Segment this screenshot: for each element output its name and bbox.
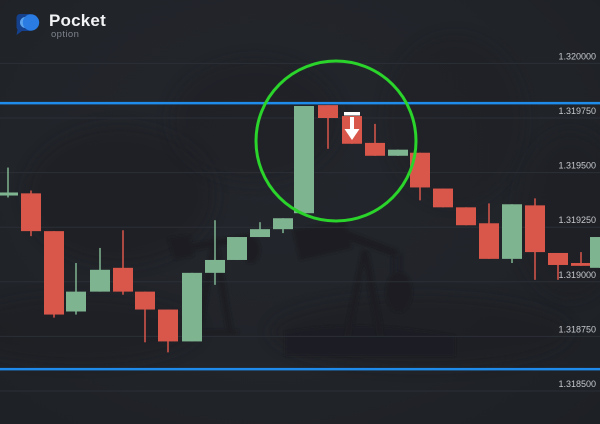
candle-body bbox=[113, 267, 133, 292]
candle-up bbox=[388, 149, 408, 156]
candle-wick bbox=[144, 291, 146, 343]
candle-down bbox=[318, 105, 338, 149]
candle-down bbox=[548, 252, 568, 280]
y-axis-labels: 1.320000 1.319750 1.319500 1.319250 1.319000… bbox=[558, 51, 596, 389]
candle-body bbox=[0, 192, 18, 196]
candle-body bbox=[182, 272, 202, 342]
candle-up bbox=[273, 218, 293, 234]
candle-body bbox=[227, 237, 247, 260]
candle-body bbox=[571, 263, 591, 266]
candle-body bbox=[21, 193, 41, 232]
candle-body bbox=[273, 218, 293, 230]
candle-wick bbox=[557, 252, 559, 280]
candle-body bbox=[525, 205, 545, 253]
candle-wick bbox=[327, 105, 329, 149]
candle-body bbox=[548, 252, 568, 265]
candle-body bbox=[135, 291, 155, 310]
candle-body bbox=[479, 223, 499, 259]
candle-down bbox=[479, 203, 499, 259]
candle-down bbox=[410, 152, 430, 201]
y-axis-label: 1.319000 bbox=[558, 270, 596, 280]
level-lines-layer bbox=[0, 101, 600, 371]
candle-body bbox=[502, 204, 522, 259]
candle-body bbox=[456, 207, 476, 226]
candle-down bbox=[113, 230, 133, 295]
candle-down bbox=[158, 309, 178, 353]
y-axis-label: 1.318500 bbox=[558, 379, 596, 389]
brand-name: Pocket bbox=[49, 11, 106, 30]
candle-up bbox=[0, 167, 18, 198]
y-axis-label: 1.319500 bbox=[558, 161, 596, 171]
candle-wick bbox=[122, 230, 124, 295]
candle-wick bbox=[580, 252, 582, 266]
candle-body bbox=[90, 269, 110, 292]
candle-body bbox=[433, 188, 453, 208]
candle-down bbox=[44, 231, 64, 318]
pocket-option-logo: Pocket option bbox=[15, 12, 106, 40]
y-axis-label: 1.318750 bbox=[558, 324, 596, 334]
candle-up bbox=[250, 222, 270, 238]
candle-down bbox=[135, 291, 155, 343]
pocket-option-logo-icon bbox=[16, 14, 40, 35]
y-axis-label: 1.320000 bbox=[558, 51, 596, 61]
candle-down bbox=[456, 207, 476, 226]
highlight-circle bbox=[254, 59, 418, 223]
candle-body bbox=[66, 291, 86, 312]
candle-body bbox=[44, 231, 64, 315]
candle-wick bbox=[214, 220, 216, 285]
candle-up bbox=[205, 220, 225, 285]
candle-body bbox=[250, 229, 270, 238]
candle-up bbox=[66, 263, 86, 315]
candle-body bbox=[294, 105, 314, 214]
candle-body bbox=[365, 142, 385, 156]
candles-layer bbox=[0, 105, 600, 353]
candle-wick bbox=[7, 167, 9, 198]
candle-up bbox=[294, 105, 314, 214]
candle-body bbox=[318, 105, 338, 118]
candle-down bbox=[21, 190, 41, 237]
candle-down bbox=[525, 198, 545, 280]
support-line[interactable] bbox=[0, 367, 600, 371]
candle-body bbox=[410, 152, 430, 188]
y-axis-label: 1.319250 bbox=[558, 215, 596, 225]
candle-up bbox=[90, 247, 110, 292]
candle-wick bbox=[75, 263, 77, 315]
candle-up bbox=[227, 237, 247, 260]
candle-body bbox=[590, 237, 600, 268]
candle-down bbox=[365, 123, 385, 156]
candle-body bbox=[158, 309, 178, 342]
candle-up bbox=[590, 237, 600, 268]
y-axis-label: 1.319750 bbox=[558, 106, 596, 116]
candle-body bbox=[205, 259, 225, 273]
annotation-layer bbox=[254, 59, 418, 223]
candle-up bbox=[182, 272, 202, 342]
candle-down bbox=[571, 252, 591, 266]
down-arrow-icon bbox=[344, 112, 360, 140]
candle-down bbox=[433, 188, 453, 208]
candle-wick bbox=[374, 123, 376, 156]
resistance-line[interactable] bbox=[0, 101, 600, 105]
brand-subtitle: option bbox=[51, 29, 80, 40]
candle-body bbox=[388, 149, 408, 156]
candle-up bbox=[502, 204, 522, 264]
pumpjack-silhouette bbox=[285, 221, 455, 356]
